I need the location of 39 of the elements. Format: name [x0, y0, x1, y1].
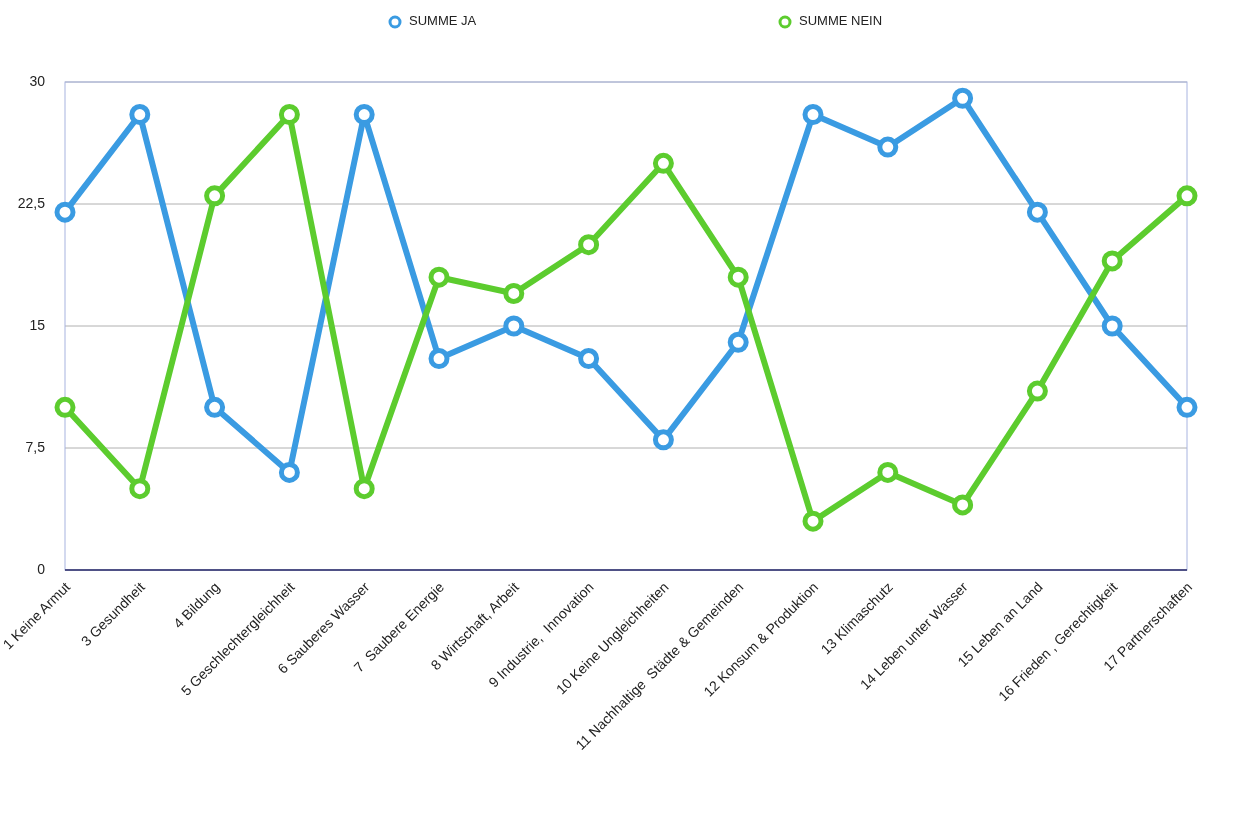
point	[802, 104, 824, 126]
y-tick-label: 0	[37, 560, 46, 577]
point	[1026, 201, 1048, 223]
point	[1176, 185, 1198, 207]
y-tick-label: 22,5	[17, 194, 46, 211]
point	[503, 315, 525, 337]
point	[1101, 315, 1123, 337]
y-tick-label: 15	[29, 316, 46, 333]
point	[204, 185, 226, 207]
point	[1026, 380, 1048, 402]
legend-label: SUMME JA	[409, 13, 477, 29]
point	[727, 331, 749, 353]
point	[428, 266, 450, 288]
point	[1176, 396, 1198, 418]
point	[54, 396, 76, 418]
point	[652, 429, 674, 451]
point	[952, 494, 974, 516]
y-tick-label: 30	[29, 72, 46, 89]
point	[877, 136, 899, 158]
point	[802, 510, 824, 532]
point	[54, 201, 76, 223]
point	[428, 348, 450, 370]
point	[877, 461, 899, 483]
point	[353, 104, 375, 126]
point	[727, 266, 749, 288]
legend-label: SUMME NEIN	[799, 13, 883, 29]
point	[1101, 250, 1123, 272]
point	[129, 104, 151, 126]
y-tick-label: 7,5	[25, 438, 46, 455]
point	[652, 152, 674, 174]
point	[278, 104, 300, 126]
point	[129, 478, 151, 500]
point	[353, 478, 375, 500]
point	[578, 234, 600, 256]
point	[278, 461, 300, 483]
point	[578, 348, 600, 370]
point	[503, 282, 525, 304]
point	[952, 87, 974, 109]
point	[204, 396, 226, 418]
